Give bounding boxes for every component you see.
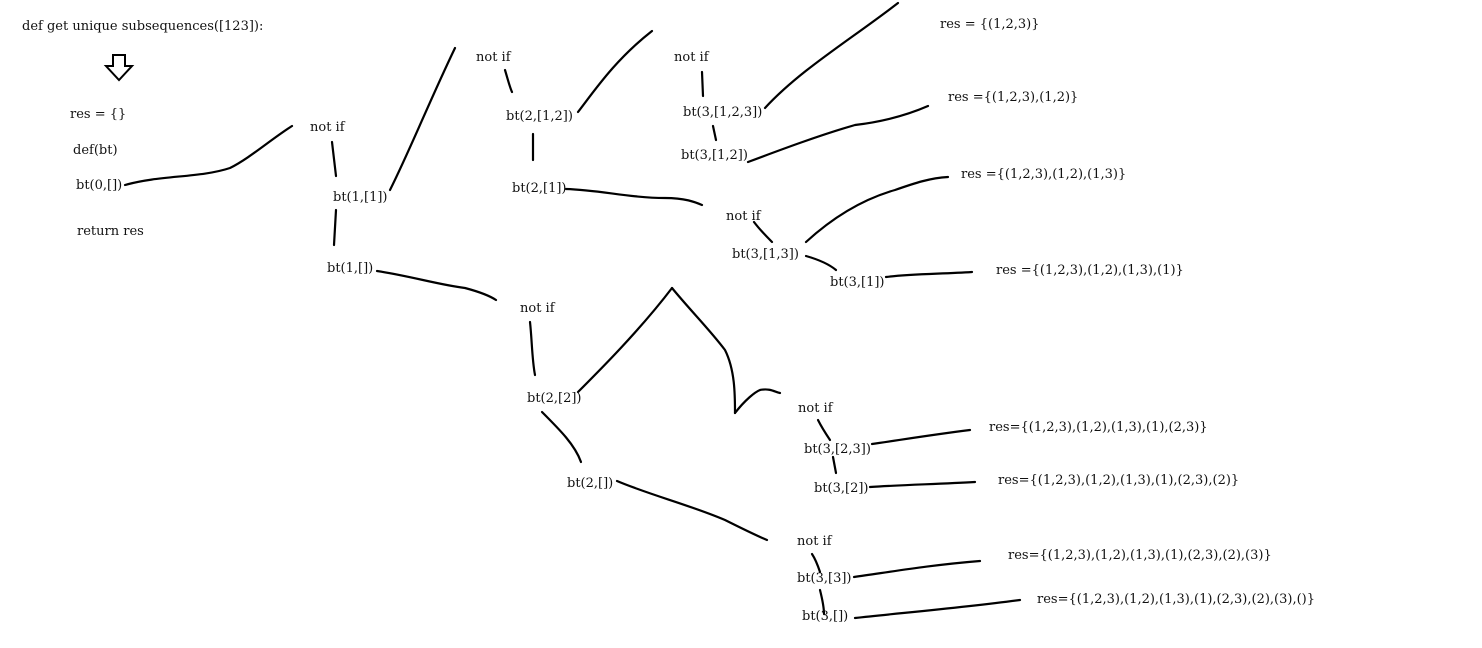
- result-5: res={(1,2,3),(1,2),(1,3),(1),(2,3)}: [989, 420, 1208, 435]
- node-bt1-empty: bt(1,[]): [327, 261, 374, 276]
- res-init: res = {}: [70, 107, 127, 122]
- edge-notif-bt212: [503, 68, 514, 94]
- node-bt2-1: bt(2,[1]): [512, 181, 567, 196]
- not-if-label: not if: [310, 120, 345, 135]
- node-bt3-1: bt(3,[1]): [830, 275, 885, 290]
- edge-bt11-up: [388, 46, 457, 192]
- edge-bt33-right: [852, 559, 982, 579]
- not-if-label: not if: [797, 534, 832, 549]
- result-8: res={(1,2,3),(1,2),(1,3),(1),(2,3),(2),(…: [1037, 592, 1316, 607]
- node-bt3-23: bt(3,[2,3]): [804, 442, 871, 457]
- not-if-label: not if: [520, 301, 555, 316]
- edge-bt2e-right: [615, 479, 769, 542]
- def-bt: def(bt): [73, 143, 118, 158]
- edge-bt3123-up: [763, 1, 900, 110]
- edge-notif-bt323: [816, 418, 832, 442]
- edge-bt33-down: [818, 588, 826, 616]
- tree-edges: [123, 1, 1022, 620]
- edge-bt1e-right: [375, 269, 498, 302]
- edge-bt21-right: [564, 187, 704, 207]
- edge-bt313-up: [804, 175, 950, 244]
- not-if-label: not if: [726, 209, 761, 224]
- node-bt3-123: bt(3,[1,2,3]): [683, 105, 763, 120]
- edge-bt212-up: [576, 29, 654, 114]
- edge-bt32-right: [868, 480, 977, 489]
- edge-bt3e-right: [853, 598, 1022, 620]
- result-6: res={(1,2,3),(1,2),(1,3),(1),(2,3),(2)}: [998, 473, 1240, 488]
- result-7: res={(1,2,3),(1,2),(1,3),(1),(2,3),(2),(…: [1008, 548, 1272, 563]
- edge-bt22-up: [576, 286, 674, 394]
- edge-bt31-right: [884, 270, 974, 279]
- edge-valley-right: [733, 388, 782, 415]
- node-bt1-1: bt(1,[1]): [333, 190, 388, 205]
- edge-root-notif-down: [330, 140, 338, 178]
- node-bt3-12: bt(3,[1,2]): [681, 148, 748, 163]
- node-bt3-3: bt(3,[3]): [797, 571, 852, 586]
- root-call: bt(0,[]): [76, 178, 123, 193]
- down-arrow-icon: [103, 54, 135, 82]
- not-if-label: not if: [674, 50, 709, 65]
- not-if-label: not if: [798, 401, 833, 416]
- node-bt3-13: bt(3,[1,3]): [732, 247, 799, 262]
- node-bt3-2: bt(3,[2]): [814, 481, 869, 496]
- edge-bt3123-down: [711, 124, 718, 142]
- edge-bt312-right: [746, 104, 930, 164]
- node-bt2-empty: bt(2,[]): [567, 476, 614, 491]
- result-2: res ={(1,2,3),(1,2)}: [948, 90, 1079, 105]
- return-statement: return res: [77, 224, 144, 239]
- edge-call-to-root: [123, 124, 294, 187]
- edge-bt22-down: [540, 410, 583, 464]
- not-if-label: not if: [476, 50, 511, 65]
- edge-peak-down: [670, 286, 737, 415]
- result-4: res ={(1,2,3),(1,2),(1,3),(1)}: [996, 263, 1184, 278]
- node-bt2-12: bt(2,[1,2]): [506, 109, 573, 124]
- function-signature: def get unique subsequences([123]):: [22, 19, 264, 34]
- result-1: res = {(1,2,3)}: [940, 17, 1040, 32]
- edge-root-down: [332, 208, 338, 247]
- edge-bt313-down: [804, 254, 838, 272]
- edge-notif-bt22: [528, 320, 537, 377]
- edge-notif-bt33: [810, 552, 822, 574]
- node-bt2-2: bt(2,[2]): [527, 391, 582, 406]
- edge-bt323-right: [870, 428, 972, 446]
- result-3: res ={(1,2,3),(1,2),(1,3)}: [961, 167, 1127, 182]
- edge-notif-bt3123: [700, 70, 705, 98]
- edge-notif-bt313: [752, 220, 774, 244]
- node-bt3-empty: bt(3,[]): [802, 609, 849, 624]
- edge-bt323-down: [831, 455, 838, 475]
